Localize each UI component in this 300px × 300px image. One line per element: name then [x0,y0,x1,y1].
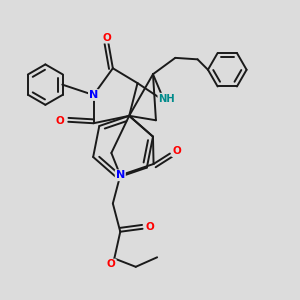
Text: O: O [103,33,111,43]
Text: N: N [116,170,125,180]
Text: O: O [56,116,64,126]
Text: N: N [89,90,98,100]
Text: O: O [107,260,116,269]
Text: O: O [146,222,154,232]
Text: NH: NH [158,94,175,103]
Text: O: O [172,146,181,156]
